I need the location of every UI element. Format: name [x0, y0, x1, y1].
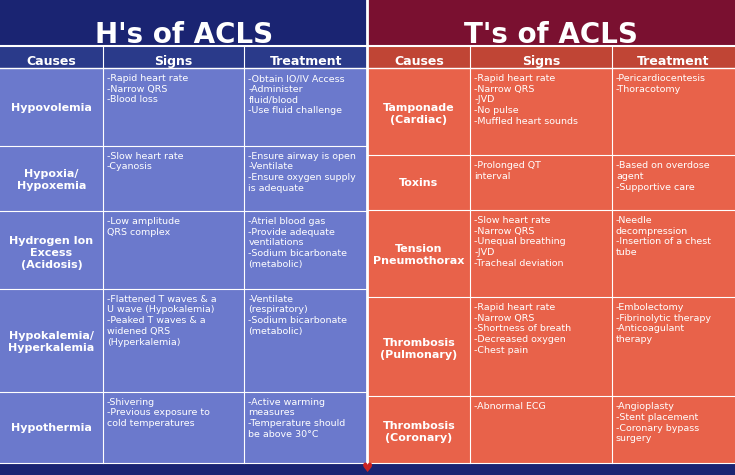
Text: -Rapid heart rate
-Narrow QRS
-Shortness of breath
-Decreased oxygen
-Chest pain: -Rapid heart rate -Narrow QRS -Shortness…	[474, 303, 572, 355]
Text: -Abnormal ECG: -Abnormal ECG	[474, 402, 546, 411]
Text: Causes: Causes	[394, 55, 444, 68]
Text: -Angioplasty
-Stent placement
-Coronary bypass
surgery: -Angioplasty -Stent placement -Coronary …	[616, 402, 699, 443]
Bar	[368, 155, 735, 210]
Text: -Slow heart rate
-Cyanosis: -Slow heart rate -Cyanosis	[107, 152, 184, 171]
Text: Treatment: Treatment	[637, 55, 710, 68]
Text: Toxins: Toxins	[399, 179, 439, 189]
Text: Signs: Signs	[522, 55, 560, 68]
Text: Hypovolemia: Hypovolemia	[11, 103, 92, 113]
Bar	[368, 68, 735, 155]
Text: -Ensure airway is open
-Ventilate
-Ensure oxygen supply
is adequate: -Ensure airway is open -Ventilate -Ensur…	[248, 152, 356, 193]
Text: Thrombosis
(Pulmonary): Thrombosis (Pulmonary)	[380, 338, 458, 360]
Bar	[368, 210, 735, 297]
Text: -Based on overdose
agent
-Supportive care: -Based on overdose agent -Supportive car…	[616, 161, 709, 191]
Text: -Low amplitude
QRS complex: -Low amplitude QRS complex	[107, 217, 180, 237]
Text: Thrombosis
(Coronary): Thrombosis (Coronary)	[383, 420, 455, 443]
Text: -Pericardiocentesis
-Thoracotomy: -Pericardiocentesis -Thoracotomy	[616, 74, 706, 94]
Text: -Atriel blood gas
-Provide adequate
ventilations
-Sodium bicarbonate
(metabolic): -Atriel blood gas -Provide adequate vent…	[248, 217, 348, 269]
Text: Hypothermia: Hypothermia	[11, 423, 92, 433]
Text: -Obtain IO/IV Access
-Administer
fluid/blood
-Use fluid challenge: -Obtain IO/IV Access -Administer fluid/b…	[248, 74, 345, 115]
Text: Tension
Pneumothorax: Tension Pneumothorax	[373, 244, 465, 266]
Text: Tamponade
(Cardiac): Tamponade (Cardiac)	[383, 103, 455, 124]
Text: -Ventilate
(respiratory)
-Sodium bicarbonate
(metabolic): -Ventilate (respiratory) -Sodium bicarbo…	[248, 294, 348, 336]
Text: -Flattened T waves & a
U wave (Hypokalemia)
-Peaked T waves & a
widened QRS
(Hyp: -Flattened T waves & a U wave (Hypokalem…	[107, 294, 217, 347]
Bar	[0, 146, 368, 211]
Bar	[0, 289, 368, 391]
Bar	[368, 297, 735, 396]
Text: Treatment: Treatment	[270, 55, 343, 68]
Bar	[368, 396, 735, 463]
Text: -Rapid heart rate
-Narrow QRS
-JVD
-No pulse
-Muffled heart sounds: -Rapid heart rate -Narrow QRS -JVD -No p…	[474, 74, 578, 126]
Bar	[368, 0, 735, 46]
Bar	[0, 46, 368, 68]
Text: -Active warming
measures
-Temperature should
be above 30°C: -Active warming measures -Temperature sh…	[248, 398, 345, 439]
Bar	[0, 68, 368, 146]
Text: -Prolonged QT
interval: -Prolonged QT interval	[474, 161, 541, 181]
Text: Hypokalemia/
Hyperkalemia: Hypokalemia/ Hyperkalemia	[8, 331, 95, 353]
Text: -Needle
decompression
-Insertion of a chest
tube: -Needle decompression -Insertion of a ch…	[616, 216, 711, 257]
Text: Hydrogen Ion
Excess
(Acidosis): Hydrogen Ion Excess (Acidosis)	[10, 236, 93, 270]
Text: Causes: Causes	[26, 55, 76, 68]
Bar	[0, 391, 368, 463]
Text: Hypoxia/
Hypoxemia: Hypoxia/ Hypoxemia	[17, 169, 86, 191]
Text: -Shivering
-Previous exposure to
cold temperatures: -Shivering -Previous exposure to cold te…	[107, 398, 209, 428]
Text: ♥: ♥	[362, 463, 373, 475]
Text: -Embolectomy
-Fibrinolytic therapy
-Anticoagulant
therapy: -Embolectomy -Fibrinolytic therapy -Anti…	[616, 303, 711, 344]
Bar	[0, 0, 368, 46]
Bar	[368, 46, 735, 68]
Text: -Slow heart rate
-Narrow QRS
-Unequal breathing
-JVD
-Tracheal deviation: -Slow heart rate -Narrow QRS -Unequal br…	[474, 216, 566, 268]
Text: -Rapid heart rate
-Narrow QRS
-Blood loss: -Rapid heart rate -Narrow QRS -Blood los…	[107, 74, 188, 104]
Text: Signs: Signs	[154, 55, 193, 68]
Text: T's of ACLS: T's of ACLS	[465, 21, 638, 49]
Bar	[0, 463, 735, 475]
Text: H's of ACLS: H's of ACLS	[95, 21, 273, 49]
Bar	[0, 211, 368, 289]
